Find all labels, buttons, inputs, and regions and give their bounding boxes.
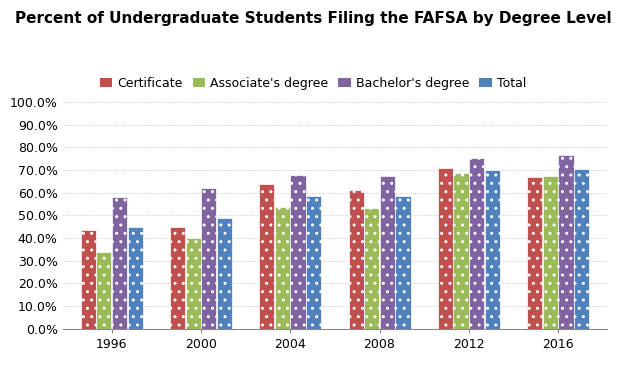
Bar bbox=[112, 197, 127, 328]
Bar bbox=[527, 177, 542, 328]
Bar bbox=[217, 218, 232, 328]
Bar bbox=[185, 238, 201, 328]
Bar bbox=[558, 155, 573, 328]
Bar bbox=[543, 176, 558, 328]
Text: Percent of Undergraduate Students Filing the FAFSA by Degree Level: Percent of Undergraduate Students Filing… bbox=[14, 11, 612, 26]
Bar bbox=[380, 176, 395, 328]
Bar bbox=[574, 169, 589, 328]
Bar bbox=[128, 227, 143, 328]
Bar bbox=[364, 208, 379, 328]
Bar bbox=[201, 188, 217, 328]
Bar bbox=[453, 173, 469, 328]
Bar bbox=[275, 207, 290, 328]
Bar bbox=[438, 168, 453, 328]
Bar bbox=[349, 191, 364, 328]
Bar bbox=[485, 170, 500, 328]
Bar bbox=[170, 227, 185, 328]
Bar bbox=[469, 158, 485, 328]
Legend: Certificate, Associate's degree, Bachelor's degree, Total: Certificate, Associate's degree, Bachelo… bbox=[95, 72, 531, 95]
Bar bbox=[81, 230, 96, 328]
Bar bbox=[396, 196, 411, 328]
Bar bbox=[96, 251, 111, 328]
Bar bbox=[306, 196, 321, 328]
Bar bbox=[290, 174, 305, 328]
Bar bbox=[259, 184, 274, 328]
